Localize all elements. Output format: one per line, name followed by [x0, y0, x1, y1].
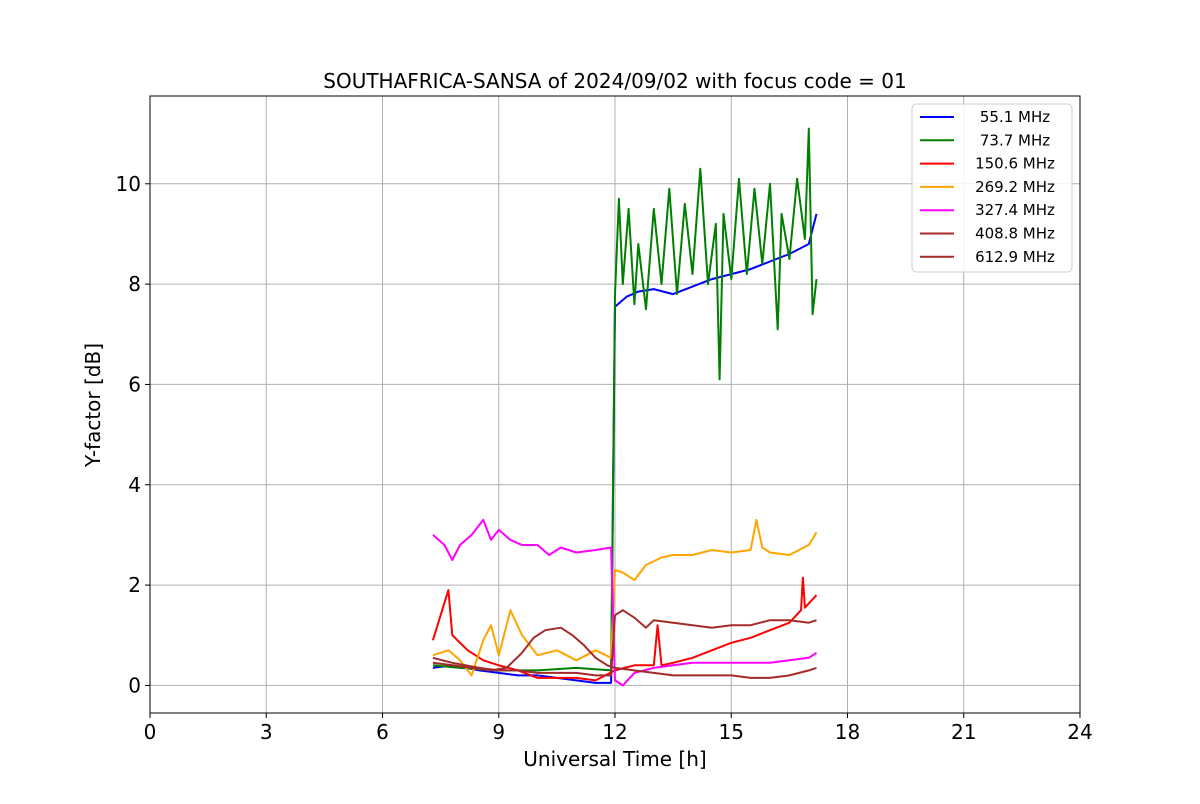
chart-title: SOUTHAFRICA-SANSA of 2024/09/02 with foc…	[323, 69, 907, 93]
legend-label-5: 408.8 MHz	[975, 225, 1055, 243]
x-tick-label: 12	[602, 720, 627, 744]
legend-items: 55.1 MHz 73.7 MHz 150.6 MHz 269.2 MHz 327.4 …	[920, 108, 1055, 266]
y-tick-label: 8	[128, 272, 141, 296]
series-line-1	[432, 127, 818, 672]
series-line-4	[432, 518, 818, 687]
series-line-2	[431, 576, 818, 682]
legend-label-0: 55.1 MHz	[980, 108, 1050, 126]
series-line-6	[432, 609, 817, 677]
y-axis-label: Y-factor [dB]	[81, 343, 105, 468]
y-tick-label: 0	[128, 673, 141, 697]
x-tick-label: 6	[376, 720, 389, 744]
legend-label-6: 612.9 MHz	[975, 248, 1055, 266]
legend-label-3: 269.2 MHz	[975, 178, 1055, 196]
legend-box	[911, 103, 1073, 273]
legend-label-2: 150.6 MHz	[975, 155, 1055, 173]
legend: 55.1 MHz 73.7 MHz 150.6 MHz 269.2 MHz 327.4 …	[911, 103, 1073, 273]
series-line-0	[432, 213, 818, 684]
series-line-5	[432, 626, 817, 679]
x-tick-label: 21	[951, 720, 976, 744]
y-tick-label: 4	[128, 473, 141, 497]
x-tick-label: 3	[260, 720, 273, 744]
x-tick-label: 24	[1067, 720, 1092, 744]
y-tick-label: 10	[116, 172, 141, 196]
x-tick-label: 0	[144, 720, 157, 744]
legend-label-4: 327.4 MHz	[975, 201, 1055, 219]
y-tick-label: 2	[128, 573, 141, 597]
x-tick-label: 9	[492, 720, 505, 744]
x-axis-label: Universal Time [h]	[523, 747, 706, 771]
legend-label-1: 73.7 MHz	[980, 131, 1050, 149]
x-tick-label: 18	[835, 720, 860, 744]
series-layer	[431, 127, 818, 687]
series-line-3	[432, 518, 818, 677]
x-tick-label: 15	[719, 720, 744, 744]
y-tick-label: 6	[128, 372, 141, 396]
